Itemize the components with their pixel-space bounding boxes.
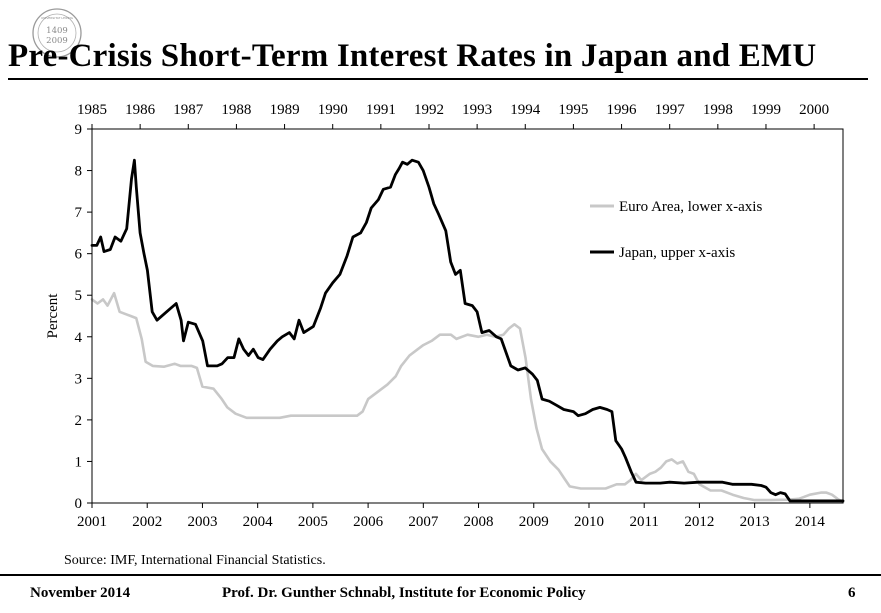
lower-x-tick-label: 2001 xyxy=(77,514,107,530)
lower-x-tick-label: 2002 xyxy=(132,514,162,530)
upper-x-tick-label: 1988 xyxy=(221,102,251,118)
footer-page-number: 6 xyxy=(848,585,856,602)
upper-x-tick-label: 1985 xyxy=(77,102,107,118)
lower-x-tick-label: 2008 xyxy=(464,514,494,530)
legend: Euro Area, lower x-axis Japan, upper x-ax… xyxy=(590,199,762,261)
lower-x-tick-label: 2006 xyxy=(353,514,384,530)
y-tick-label: 2 xyxy=(75,413,83,429)
footer-date: November 2014 xyxy=(30,585,130,602)
plot-frame xyxy=(92,129,843,503)
upper-x-tick-label: 1998 xyxy=(703,102,733,118)
y-axis-label: Percent xyxy=(45,293,61,339)
upper-x-tick-label: 1989 xyxy=(270,102,300,118)
upper-x-tick-label: 1994 xyxy=(510,102,541,118)
lower-x-tick-label: 2005 xyxy=(298,514,328,530)
upper-x-tick-label: 1992 xyxy=(414,102,444,118)
axes: 0 1 2 3 4 5 6 7 8 9 Percent 2001 2002 2003 2004 2005 200… xyxy=(45,102,843,530)
legend-label-japan: Japan, upper x-axis xyxy=(619,245,735,261)
upper-x-tick-label: 1990 xyxy=(318,102,348,118)
lower-x-tick-label: 2009 xyxy=(519,514,549,530)
y-tick-label: 1 xyxy=(75,454,83,470)
y-tick-label: 7 xyxy=(75,205,83,221)
lower-x-tick-label: 2013 xyxy=(740,514,770,530)
interest-rate-chart: 0 1 2 3 4 5 6 7 8 9 Percent 2001 2002 2003 2004 2005 200… xyxy=(0,0,881,613)
lower-x-tick-label: 2011 xyxy=(629,514,658,530)
y-tick-label: 9 xyxy=(75,122,83,138)
y-tick-label: 0 xyxy=(75,496,83,512)
upper-x-tick-label: 1996 xyxy=(607,102,638,118)
y-tick-label: 6 xyxy=(75,247,83,263)
upper-x-tick-label: 2000 xyxy=(799,102,829,118)
upper-x-tick-label: 1986 xyxy=(125,102,156,118)
lower-x-tick-label: 2014 xyxy=(795,514,826,530)
euro-area-line xyxy=(92,293,843,502)
euro-area-series xyxy=(92,293,843,502)
lower-x-tick-label: 2010 xyxy=(574,514,604,530)
upper-x-tick-label: 1993 xyxy=(462,102,492,118)
footer-author: Prof. Dr. Gunther Schnabl, Institute for… xyxy=(222,585,586,602)
lower-x-tick-label: 2007 xyxy=(408,514,439,530)
y-tick-label: 3 xyxy=(75,371,83,387)
upper-x-tick-label: 1997 xyxy=(655,102,686,118)
lower-x-tick-label: 2003 xyxy=(187,514,217,530)
upper-x-tick-label: 1995 xyxy=(558,102,588,118)
y-tick-label: 5 xyxy=(75,288,83,304)
upper-x-tick-label: 1991 xyxy=(366,102,396,118)
y-tick-label: 4 xyxy=(75,330,83,346)
lower-x-tick-label: 2004 xyxy=(243,514,274,530)
y-tick-label: 8 xyxy=(75,164,83,180)
footer-rule xyxy=(0,574,881,576)
upper-x-tick-label: 1987 xyxy=(173,102,204,118)
legend-label-euro-area: Euro Area, lower x-axis xyxy=(619,199,762,215)
lower-x-tick-label: 2012 xyxy=(684,514,714,530)
source-note: Source: IMF, International Financial Sta… xyxy=(64,553,326,569)
upper-x-tick-label: 1999 xyxy=(751,102,781,118)
